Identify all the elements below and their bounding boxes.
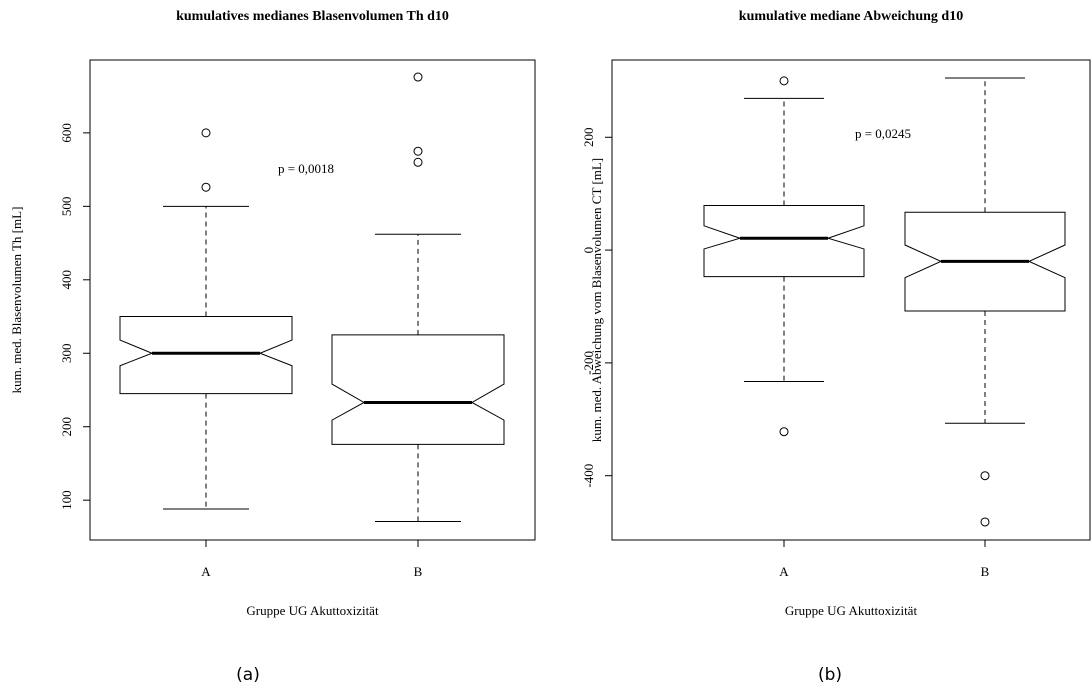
- plot-frame: [89, 59, 536, 541]
- outlier: [980, 517, 990, 527]
- y-tick-label: 500: [59, 197, 74, 217]
- outlier: [201, 182, 211, 192]
- outlier: [413, 72, 423, 82]
- outlier: [201, 128, 211, 138]
- box: [331, 334, 505, 445]
- y-tick-label: -200: [581, 351, 596, 375]
- outlier: [980, 471, 990, 481]
- box: [119, 316, 293, 395]
- x-tick-label: A: [201, 564, 211, 579]
- box: [703, 205, 865, 278]
- caption: (a): [236, 665, 260, 685]
- annotation: p = 0,0018: [278, 161, 334, 176]
- outlier: [779, 76, 789, 86]
- y-tick-label: 0: [581, 247, 596, 254]
- outlier: [413, 157, 423, 167]
- x-tick-label: B: [981, 564, 990, 579]
- x-axis-label: Gruppe UG Akuttoxizität: [246, 603, 379, 618]
- chart-title: kumulatives medianes Blasenvolumen Th d1…: [176, 9, 449, 24]
- outlier: [413, 146, 423, 156]
- y-tick-label: -400: [581, 464, 596, 488]
- x-tick-label: A: [779, 564, 789, 579]
- annotation: p = 0,0245: [855, 126, 911, 141]
- y-axis-label: kum. med. Abweichung vom Blasenvolumen C…: [589, 158, 604, 442]
- caption: (b): [818, 665, 842, 685]
- x-axis-label: Gruppe UG Akuttoxizität: [785, 603, 918, 618]
- chart-title: kumulative mediane Abweichung d10: [739, 9, 963, 24]
- y-axis-label: kum. med. Blasenvolumen Th [mL]: [9, 207, 24, 394]
- plot-frame: [611, 59, 1091, 541]
- x-tick-label: B: [414, 564, 423, 579]
- y-tick-label: 300: [59, 344, 74, 364]
- y-tick-label: 400: [59, 270, 74, 290]
- outlier: [779, 427, 789, 437]
- y-tick-label: 200: [581, 128, 596, 148]
- y-tick-label: 100: [59, 490, 74, 510]
- y-tick-label: 200: [59, 417, 74, 437]
- y-tick-label: 600: [59, 123, 74, 143]
- box: [904, 211, 1066, 312]
